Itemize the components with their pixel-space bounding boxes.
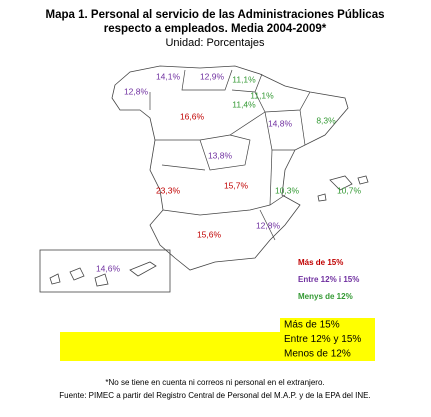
island	[94, 273, 109, 287]
legend-box-bg	[60, 332, 375, 361]
region-label: 8,3%	[316, 115, 336, 125]
region-label: 10,3%	[275, 185, 300, 195]
region-label: 12,8%	[124, 86, 149, 96]
mainland	[111, 65, 349, 271]
note: Fuente: PIMEC a partir del Registro Cent…	[59, 391, 370, 400]
region-label: 11,1%	[250, 90, 274, 100]
borders	[149, 69, 311, 241]
legend-box-bg	[280, 318, 375, 333]
region-label: 12,8%	[256, 220, 281, 230]
subtitle: Unidad: Porcentajes	[165, 37, 265, 49]
island	[49, 273, 61, 285]
island	[317, 193, 327, 202]
region-label: 11,4%	[232, 99, 256, 109]
legend-item: Más de 15%	[298, 258, 343, 267]
legend-box-item: Menos de 12%	[284, 349, 351, 360]
title: Mapa 1. Personal al servicio de las Admi…	[46, 9, 385, 21]
island	[69, 267, 85, 281]
map-shapes	[39, 65, 369, 293]
region-label: 15,7%	[224, 180, 249, 190]
legend-item: Menys de 12%	[298, 292, 353, 301]
region-label: 14,8%	[268, 118, 293, 128]
island	[129, 261, 157, 277]
canary-box	[39, 249, 171, 293]
note: *No se tiene en cuenta ni correos ni per…	[105, 378, 324, 387]
legend-item: Entre 12% i 15%	[298, 275, 359, 284]
legend-box-item: Más de 15%	[284, 320, 340, 331]
region-label: 13,8%	[208, 150, 233, 160]
island	[329, 175, 353, 191]
region-label: 15,6%	[197, 229, 222, 239]
island	[357, 175, 369, 185]
title: respecto a empleados. Media 2004-2009*	[104, 23, 327, 35]
region-label: 10,7%	[337, 185, 362, 195]
region-label: 23,3%	[156, 185, 181, 195]
region-label: 12,9%	[200, 71, 225, 81]
region-label: 14,6%	[96, 263, 121, 273]
legend-box-item: Entre 12% y 15%	[284, 334, 361, 345]
region-label: 14,1%	[156, 71, 181, 81]
region-label: 16,6%	[180, 111, 205, 121]
region-label: 11,1%	[232, 74, 256, 84]
